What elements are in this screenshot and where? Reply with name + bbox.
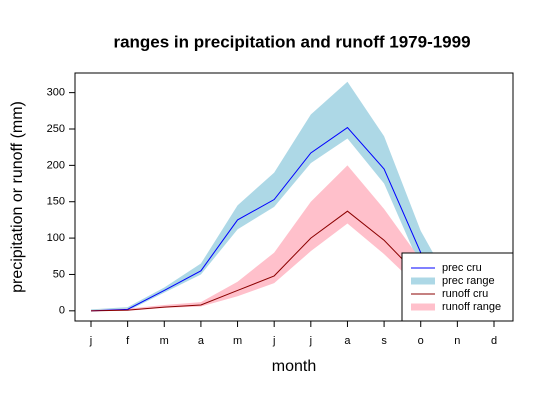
y-tick-label: 0: [59, 305, 65, 317]
x-tick-label: m: [233, 335, 242, 347]
range-band: [91, 165, 494, 311]
x-tick-label: s: [381, 335, 387, 347]
x-axis-label: month: [272, 358, 316, 375]
legend-label: prec range: [442, 275, 495, 287]
plot-frame: [74, 72, 514, 322]
x-tick-label: n: [454, 335, 460, 347]
x-tick-label: j: [272, 335, 275, 347]
y-tick-label: 50: [53, 268, 65, 280]
x-tick-label: j: [89, 335, 92, 347]
y-tick-label: 100: [47, 232, 65, 244]
y-tick-label: 250: [47, 123, 65, 135]
x-tick-label: a: [198, 335, 205, 347]
y-axis-label: precipitation or runoff (mm): [9, 101, 26, 293]
x-tick-label: f: [126, 335, 130, 347]
x-tick-label: o: [418, 335, 424, 347]
x-tick-label: a: [344, 335, 351, 347]
legend-label: runoff cru: [442, 288, 488, 300]
y-tick-label: 300: [47, 87, 65, 99]
legend-label: prec cru: [442, 262, 482, 274]
y-tick-label: 150: [47, 196, 65, 208]
x-tick-label: d: [491, 335, 497, 347]
x-tick-label: m: [160, 335, 169, 347]
x-tick-label: j: [309, 335, 312, 347]
y-tick-label: 200: [47, 159, 65, 171]
legend-label: runoff range: [442, 301, 501, 313]
chart-title: ranges in precipitation and runoff 1979-…: [113, 32, 470, 51]
